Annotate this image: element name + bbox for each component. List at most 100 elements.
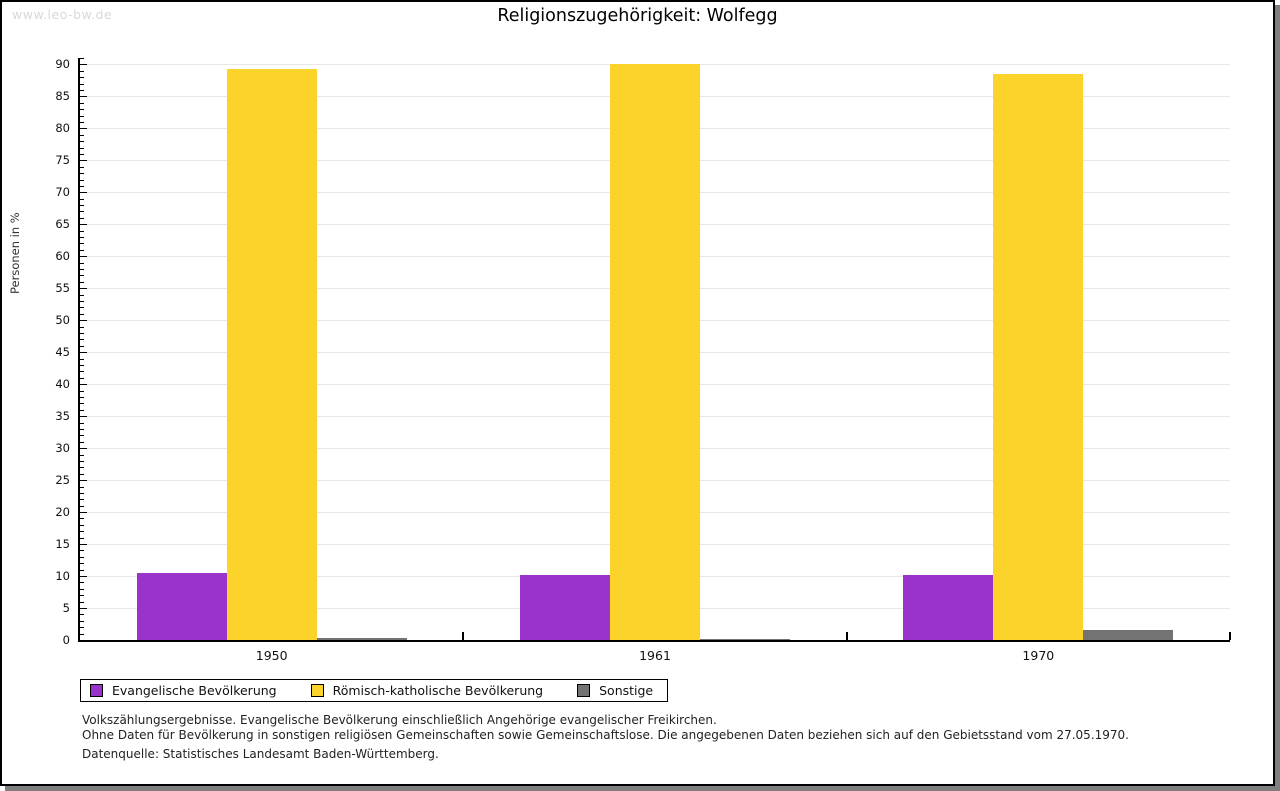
y-tick-label: 25 [55,473,70,488]
y-tick [80,230,84,232]
y-tick [80,128,87,130]
y-tick-label: 35 [55,409,70,424]
y-tick-label: 40 [55,377,70,392]
y-tick [80,627,84,629]
y-tick [80,121,84,123]
legend-item-katholisch: Römisch-katholische Bevölkerung [310,683,544,698]
bar-1970-series2 [1083,630,1174,640]
legend-swatch-evangelisch-icon [90,684,103,697]
footnote-line2: Ohne Daten für Bevölkerung in sonstigen … [82,728,1129,742]
y-tick [80,288,87,290]
y-tick-label: 20 [55,505,70,520]
y-tick [80,416,87,418]
y-tick [80,192,87,194]
y-tick [80,249,84,251]
y-tick-label: 5 [62,601,70,616]
legend-label: Römisch-katholische Bevölkerung [332,683,544,698]
bar-1970-series0 [903,574,994,640]
y-tick [80,352,87,354]
y-tick [80,473,84,475]
y-tick [80,563,84,565]
y-tick [80,77,84,79]
y-tick [80,333,84,334]
y-tick [80,211,84,213]
y-tick [80,582,84,584]
y-tick [80,371,84,373]
y-tick [80,185,84,187]
bar-1961-series0 [520,574,610,640]
y-tick [80,83,84,85]
y-tick [80,364,84,366]
y-tick [80,486,84,488]
y-tick [80,217,84,219]
y-tick [80,608,87,610]
y-tick [80,640,87,641]
y-tick [80,480,87,482]
y-tick [80,556,84,558]
bar-1961-series1 [610,64,700,640]
x-tick-label: 1950 [255,648,288,663]
legend-swatch-sonstige-icon [577,684,591,697]
y-tick [80,262,84,264]
legend-label: Sonstige [599,683,654,698]
y-tick-label: 30 [55,441,70,456]
y-tick [80,512,87,514]
y-tick [80,109,84,111]
y-tick [80,441,84,443]
y-tick [80,205,84,207]
y-tick [80,505,84,507]
y-tick [80,147,84,149]
y-tick-label: 10 [55,569,70,584]
y-tick [80,435,84,437]
y-tick [80,134,84,136]
page-title: Religionszugehörigkeit: Wolfegg [497,6,778,26]
y-tick [80,339,84,341]
bar-1961-series2 [700,639,790,640]
x-axis-line [78,640,1230,642]
y-tick [80,345,84,347]
y-axis-line [78,58,80,642]
data-source: Datenquelle: Statistisches Landesamt Bad… [82,747,439,761]
legend-label: Evangelische Bevölkerung [112,683,277,698]
y-tick [80,281,84,283]
y-tick [80,377,84,379]
x-boundary-tick [1229,632,1231,640]
y-tick [80,620,84,622]
y-tick [80,544,87,546]
y-axis-title: Personen in % [8,212,22,294]
y-tick [80,102,84,104]
y-tick [80,595,84,597]
y-tick [80,531,84,533]
y-tick [80,409,84,411]
watermark: www.leo-bw.de [12,7,113,22]
y-tick [80,499,84,501]
y-tick-label: 80 [55,121,70,136]
footnote-line1: Volkszählungsergebnisse. Evangelische Be… [82,713,717,727]
x-boundary-tick [462,632,465,640]
y-tick [80,198,84,200]
y-tick [80,576,87,578]
y-tick [80,384,87,386]
y-tick [80,307,84,309]
y-tick-label: 85 [55,89,70,104]
y-tick [80,454,84,456]
y-tick [80,320,87,322]
y-tick [80,141,84,143]
y-tick [80,313,84,315]
legend-swatch-katholisch-icon [310,684,324,697]
y-tick [80,358,84,360]
y-tick [80,275,84,277]
y-tick [80,326,84,328]
y-tick-label: 50 [55,313,70,328]
x-tick-label: 1970 [1022,648,1055,663]
y-tick [80,243,84,245]
legend: Evangelische Bevölkerung Römisch-katholi… [80,679,669,702]
y-tick [80,160,87,162]
y-tick [80,294,84,296]
bar-1950-series1 [226,68,317,640]
y-tick [80,403,84,405]
y-tick [80,492,84,494]
y-tick [80,179,84,181]
x-boundary-tick [845,632,848,640]
